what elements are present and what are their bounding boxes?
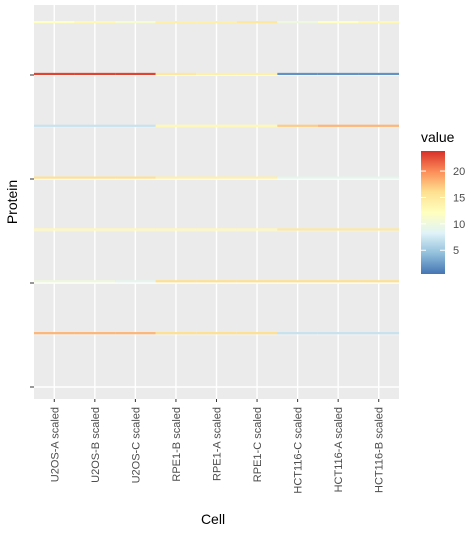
heatmap-cell (34, 176, 75, 179)
heatmap-cell (277, 72, 318, 76)
heatmap-cell (74, 280, 116, 283)
x-tick-label: RPE1-B scaled (171, 407, 183, 482)
heatmap-cell (277, 21, 318, 24)
heatmap-cell (34, 124, 75, 127)
heatmap-cell (155, 21, 197, 24)
heatmap-cell (317, 176, 359, 179)
heatmap-cell (115, 124, 156, 127)
heatmap-cell (236, 21, 278, 24)
heatmap-cell (34, 332, 75, 335)
heatmap-cell (74, 332, 116, 335)
heatmap-cell (236, 124, 278, 127)
heatmap-cell (358, 21, 399, 24)
heatmap-cell (277, 280, 318, 283)
heatmap-cell (115, 280, 156, 283)
heatmap-cell (317, 332, 359, 335)
heatmap-cell (115, 72, 156, 76)
y-axis-title: Protein (4, 180, 20, 224)
heatmap-cell (236, 72, 278, 76)
heatmap-cell (358, 280, 399, 283)
heatmap-cell (358, 176, 399, 179)
legend-ticks: 5 10 15 20 (421, 166, 465, 257)
x-tick-label: RPE1-A scaled (212, 407, 224, 481)
x-axis-title: Cell (201, 511, 225, 527)
heatmap-cell (236, 280, 278, 283)
heatmap-cell (155, 280, 197, 283)
heatmap-cell (74, 124, 116, 127)
heatmap-cell (196, 280, 237, 283)
heatmap-cell (34, 228, 75, 231)
heatmap-cell (74, 72, 116, 76)
legend-tick-label: 15 (453, 192, 465, 204)
x-tick-label: U2OS-B scaled (90, 407, 102, 483)
x-tick-label: HCT116-B scaled (374, 407, 386, 493)
heatmap-cell (34, 72, 75, 76)
heatmap-cell (236, 228, 278, 231)
heatmap-cell (196, 176, 237, 179)
heatmap-cell (358, 72, 399, 76)
heatmap-cell (358, 332, 399, 335)
heatmap-cell (115, 228, 156, 231)
heatmap-cell (34, 280, 75, 283)
legend-tick-label: 20 (453, 166, 465, 178)
heatmap-cell (196, 228, 237, 231)
heatmap-cell (155, 72, 197, 76)
heatmap-cell (196, 72, 237, 76)
heatmap-cell (196, 124, 237, 127)
legend-tick-label: 5 (453, 245, 459, 257)
heatmap-cell (115, 21, 156, 24)
heatmap-cell (34, 21, 75, 24)
heatmap-cell (358, 124, 399, 127)
heatmap-cell (317, 21, 359, 24)
x-tick-label: RPE1-C scaled (252, 407, 264, 482)
heatmap-cell (196, 21, 237, 24)
legend-title: value (421, 129, 455, 145)
heatmap-cell (317, 124, 359, 127)
legend-tick-label: 10 (453, 219, 465, 231)
color-legend: value 5 10 15 20 (421, 129, 465, 274)
heatmap-cell (155, 228, 197, 231)
x-tick-label: U2OS-A scaled (49, 407, 61, 482)
heatmap-cell (317, 72, 359, 76)
x-tick-label: U2OS-C scaled (130, 407, 142, 483)
heatmap-cells (34, 21, 399, 335)
heatmap-cell (277, 176, 318, 179)
heatmap-cell (277, 228, 318, 231)
heatmap-cell (196, 332, 237, 335)
heatmap-cell (74, 21, 116, 24)
heatmap-cell (358, 228, 399, 231)
heatmap-cell (236, 176, 278, 179)
heatmap-cell (115, 176, 156, 179)
heatmap-cell (74, 176, 116, 179)
heatmap-cell (74, 228, 116, 231)
heatmap-cell (115, 332, 156, 335)
x-tick-label: HCT116-A scaled (333, 407, 345, 492)
y-axis-ticks (30, 74, 34, 388)
x-tick-label: HCT116-C scaled (293, 407, 305, 494)
heatmap-cell (317, 228, 359, 231)
heatmap-cell (236, 332, 278, 335)
heatmap-cell (317, 280, 359, 283)
legend-colorbar (421, 151, 445, 274)
x-axis-ticks: U2OS-A scaled U2OS-B scaled U2OS-C scaled R… (49, 399, 386, 494)
heatmap-cell (277, 124, 318, 127)
heatmap-cell (155, 332, 197, 335)
heatmap-cell (155, 176, 197, 179)
heatmap-cell (155, 124, 197, 127)
heatmap-cell (277, 332, 318, 335)
